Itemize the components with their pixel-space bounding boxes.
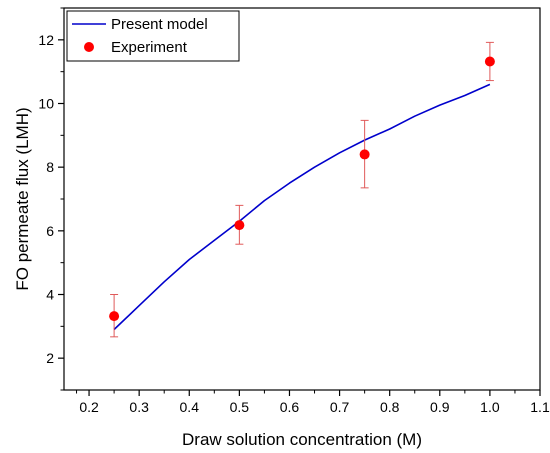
x-axis-title: Draw solution concentration (M) <box>182 430 422 449</box>
legend-box <box>66 10 240 62</box>
y-tick-label: 8 <box>46 159 54 175</box>
y-tick-label: 10 <box>38 96 54 112</box>
x-tick-label: 0.4 <box>180 399 200 415</box>
y-tick-label: 4 <box>46 287 54 303</box>
experiment-point <box>234 220 245 231</box>
legend-label-present-model: Present model <box>111 16 208 33</box>
labels-layer: 0.2 0.3 0.4 0.5 0.6 0.7 0.8 0.9 1.0 1.1 2 4 6 8 10 12 <box>38 32 550 415</box>
y-axis-title: FO permeate flux (LMH) <box>13 107 32 290</box>
legend-label-experiment: Experiment <box>111 39 188 56</box>
experiment-point <box>109 311 120 322</box>
legend: Present model Experiment <box>66 10 240 62</box>
y-tick-label: 12 <box>38 32 54 48</box>
legend-dot-swatch <box>84 42 94 52</box>
x-tick-label: 0.7 <box>330 399 350 415</box>
x-tick-label: 0.8 <box>380 399 400 415</box>
model-line <box>113 83 491 331</box>
x-tick-label: 0.5 <box>230 399 250 415</box>
x-tick-label: 1.0 <box>480 399 500 415</box>
experiment-point <box>484 56 495 67</box>
y-tick-label: 6 <box>46 223 54 239</box>
y-tick-label: 2 <box>46 350 54 366</box>
x-tick-label: 1.1 <box>530 399 550 415</box>
x-tick-label: 0.6 <box>280 399 300 415</box>
ticks-layer <box>58 7 541 396</box>
x-tick-label: 0.9 <box>430 399 450 415</box>
x-tick-label: 0.3 <box>129 399 149 415</box>
series-layer <box>109 41 495 338</box>
x-tick-label: 0.2 <box>79 399 99 415</box>
plot-frame <box>63 7 541 391</box>
experiment-point <box>359 149 370 160</box>
